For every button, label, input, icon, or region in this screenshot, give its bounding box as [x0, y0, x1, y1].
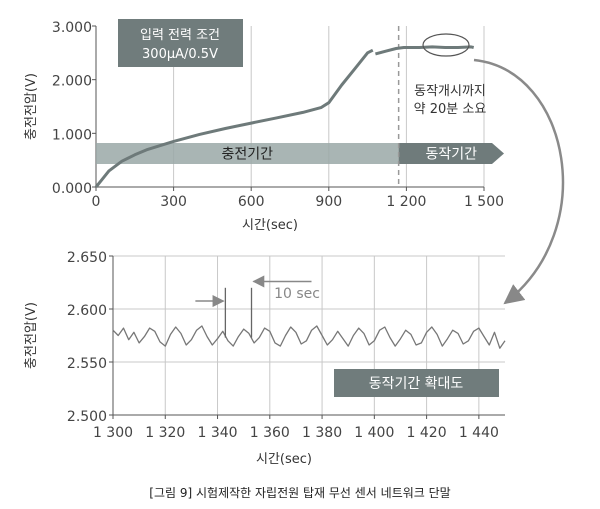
zoom-label-box	[334, 369, 499, 397]
top-x-tick-label: 1 200	[386, 194, 426, 210]
bottom-x-tick-label: 1 360	[250, 425, 290, 441]
figure-caption: [그림 9] 시험제작한 자립전원 탑재 무선 센서 네트워크 단말	[149, 486, 451, 500]
bottom-y-tick-label: 2.650	[67, 250, 107, 266]
condition-box-title: 입력 전력 조건	[140, 28, 220, 43]
bottom-x-tick-label: 1 320	[145, 425, 185, 441]
top-y-tick-label: 2.000	[52, 74, 92, 90]
top-y-axis-label: 충전전압(V)	[24, 73, 39, 140]
bottom-series-line	[112, 325, 506, 349]
bottom-x-tick-label: 1 440	[459, 425, 499, 441]
top-y-tick-label: 0.000	[52, 181, 92, 197]
top-x-tick-label: 0	[92, 194, 101, 210]
condition-box	[118, 19, 243, 67]
top-series-line-0	[94, 48, 374, 188]
startup-note-line1: 동작개시까지	[414, 84, 486, 99]
top-x-tick-label: 600	[238, 194, 265, 210]
top-x-tick-label: 300	[160, 194, 187, 210]
operation-period-label: 동작기간	[426, 147, 478, 163]
charging-period-band	[96, 143, 399, 164]
top-x-axis-label: 시간(sec)	[242, 218, 298, 233]
interval-label: 10 sec	[274, 286, 320, 302]
top-chart: 0.000 1.000 2.000 3.000 0 300 600 900 1 200 1 500…	[24, 19, 504, 233]
top-x-tick-label: 900	[315, 194, 342, 210]
bottom-y-tick-label: 2.500	[67, 409, 107, 425]
bottom-chart: 2.500 2.550 2.600 2.650 1 300 1 320 1 340 1 360…	[24, 250, 506, 467]
bottom-x-tick-label: 1 420	[407, 425, 447, 441]
operation-period-band	[398, 143, 504, 164]
top-x-tick-label: 1 500	[464, 194, 504, 210]
bottom-y-axis-label: 충전전압(V)	[24, 302, 39, 369]
bottom-x-tick-label: 1 340	[197, 425, 237, 441]
bottom-x-tick-label: 1 380	[302, 425, 342, 441]
charging-period-label: 충전기간	[222, 147, 274, 163]
bottom-x-axis-label: 시간(sec)	[256, 452, 312, 467]
bottom-y-tick-label: 2.550	[67, 356, 107, 372]
bottom-x-tick-label: 1 400	[354, 425, 394, 441]
top-y-tick-label: 3.000	[52, 20, 92, 36]
zoom-label: 동작기간 확대도	[369, 376, 464, 392]
bottom-y-tick-label: 2.600	[67, 303, 107, 319]
figure-charts: 0.000 1.000 2.000 3.000 0 300 600 900 1 200 1 500…	[24, 19, 565, 467]
plateau-highlight	[422, 33, 470, 57]
connector-arrow	[473, 58, 565, 305]
top-y-tick-label: 1.000	[52, 127, 92, 143]
startup-note-line2: 약 20분 소요	[414, 102, 487, 117]
bottom-x-tick-label: 1 300	[93, 425, 133, 441]
condition-box-value: 300μA/0.5V	[142, 47, 218, 62]
top-series-line-1	[375, 45, 475, 56]
